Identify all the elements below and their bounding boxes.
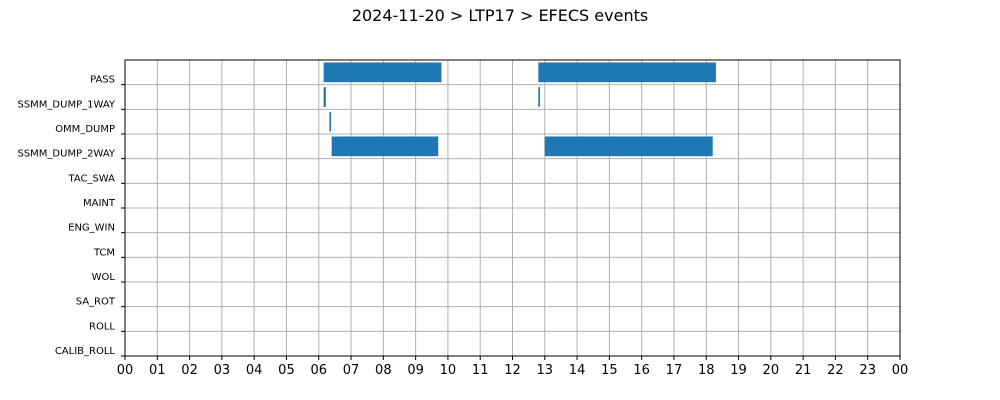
x-tick-label: 07: [343, 363, 360, 378]
x-tick-label: 03: [214, 363, 231, 378]
y-tick-label: TAC_SWA: [67, 173, 115, 184]
event-bar-ssmm-dump-2way: [544, 136, 713, 157]
y-tick-label: SSMM_DUMP_1WAY: [17, 99, 115, 110]
tick-marks: [121, 84, 901, 360]
x-tick-label: 22: [827, 363, 844, 378]
x-tick-label: 00: [892, 363, 909, 378]
x-tick-label: 12: [504, 363, 521, 378]
x-tick-label: 06: [310, 363, 327, 378]
event-bar-ssmm-dump-1way: [538, 87, 540, 107]
x-tick-label: 21: [795, 363, 812, 378]
y-tick-label: WOL: [92, 272, 116, 283]
x-tick-label: 00: [117, 363, 134, 378]
x-tick-label: 09: [407, 363, 424, 378]
event-bar-ssmm-dump-2way: [331, 136, 439, 157]
event-bar-pass: [538, 62, 716, 83]
x-tick-label: 18: [698, 363, 715, 378]
x-tick-label: 15: [601, 363, 618, 378]
x-tick-label: 01: [149, 363, 166, 378]
event-bar-pass: [323, 62, 442, 83]
x-tick-label: 17: [666, 363, 683, 378]
y-tick-label: PASS: [90, 75, 115, 86]
y-tick-label: CALIB_ROLL: [55, 346, 116, 357]
y-tick-label: SA_ROT: [76, 297, 116, 308]
x-tick-label: 13: [537, 363, 554, 378]
y-tick-label: SSMM_DUMP_2WAY: [17, 149, 115, 160]
event-bars: [323, 62, 716, 157]
x-tick-label: 20: [763, 363, 780, 378]
x-tick-label: 19: [730, 363, 747, 378]
x-tick-label: 23: [859, 363, 876, 378]
y-tick-label: MAINT: [83, 198, 116, 209]
y-tick-labels: PASS SSMM_DUMP_1WAY OMM_DUMP SSMM_DUMP_2WAY…: [17, 75, 115, 357]
grid-layer: [125, 60, 900, 356]
x-tick-label: 11: [472, 363, 489, 378]
event-bar-ssmm-dump-1way: [323, 87, 326, 107]
event-bar-omm-dump: [329, 111, 332, 132]
y-tick-label: TCM: [93, 247, 115, 258]
y-tick-label: ENG_WIN: [68, 223, 115, 234]
x-tick-label: 16: [633, 363, 650, 378]
x-tick-label: 02: [181, 363, 198, 378]
x-tick-labels: 00 01 02 03 04 05 06 07 08 09 10 11 12 13 14 15 16 17 18 19…: [117, 363, 909, 378]
x-tick-label: 10: [440, 363, 457, 378]
x-tick-label: 08: [375, 363, 392, 378]
x-tick-label: 14: [569, 363, 586, 378]
x-tick-label: 04: [246, 363, 263, 378]
chart-title: 2024-11-20 > LTP17 > EFECS events: [351, 6, 649, 25]
y-tick-label: OMM_DUMP: [55, 124, 115, 135]
x-tick-label: 05: [278, 363, 295, 378]
y-tick-label: ROLL: [89, 321, 115, 332]
